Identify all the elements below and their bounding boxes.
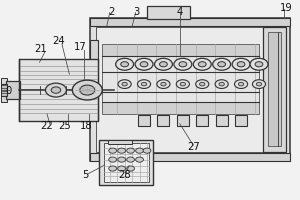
Text: 24: 24: [52, 36, 65, 46]
Circle shape: [137, 80, 151, 88]
Text: 25: 25: [58, 121, 71, 131]
Circle shape: [118, 157, 125, 162]
Circle shape: [237, 62, 245, 67]
Bar: [108, 140, 132, 144]
Circle shape: [161, 82, 166, 86]
Circle shape: [179, 62, 187, 67]
Text: 22: 22: [40, 121, 53, 131]
Bar: [1, 78, 7, 102]
Circle shape: [127, 157, 134, 162]
Bar: [104, 143, 148, 182]
Text: 21: 21: [34, 44, 47, 54]
Circle shape: [121, 62, 128, 67]
Circle shape: [193, 58, 211, 70]
Bar: [6, 81, 20, 99]
Circle shape: [154, 58, 172, 70]
Bar: [177, 115, 189, 126]
Circle shape: [174, 58, 192, 70]
Text: 28: 28: [118, 170, 131, 180]
Text: 5: 5: [82, 170, 89, 180]
Circle shape: [116, 58, 134, 70]
Text: 3: 3: [134, 7, 140, 17]
Circle shape: [215, 80, 228, 88]
Bar: [147, 6, 190, 19]
Text: 19: 19: [280, 3, 292, 13]
Circle shape: [118, 80, 131, 88]
Bar: [263, 27, 286, 152]
Bar: [90, 153, 290, 161]
Circle shape: [160, 62, 167, 67]
Circle shape: [127, 166, 134, 171]
Circle shape: [109, 157, 117, 162]
Circle shape: [255, 62, 263, 67]
Bar: [216, 115, 228, 126]
Circle shape: [122, 82, 127, 86]
Circle shape: [200, 82, 205, 86]
Text: 4: 4: [177, 7, 183, 17]
Circle shape: [232, 58, 250, 70]
Circle shape: [136, 148, 143, 153]
Bar: [99, 140, 153, 185]
Circle shape: [180, 82, 185, 86]
Bar: [138, 115, 150, 126]
Circle shape: [118, 166, 125, 171]
Bar: [90, 98, 98, 120]
Bar: [1, 84, 7, 96]
Bar: [158, 115, 169, 126]
Bar: [268, 32, 281, 146]
Text: 17: 17: [74, 42, 86, 52]
Circle shape: [256, 82, 262, 86]
Text: 2: 2: [108, 7, 114, 17]
Circle shape: [80, 85, 95, 95]
Circle shape: [250, 58, 268, 70]
Circle shape: [127, 148, 134, 153]
Text: 0: 0: [5, 86, 11, 96]
Circle shape: [141, 82, 147, 86]
Circle shape: [196, 80, 209, 88]
Bar: [90, 18, 290, 161]
Circle shape: [135, 58, 153, 70]
Circle shape: [252, 80, 266, 88]
Circle shape: [218, 62, 226, 67]
Circle shape: [143, 148, 151, 153]
Circle shape: [238, 82, 244, 86]
Bar: [96, 27, 284, 152]
Circle shape: [176, 80, 189, 88]
Circle shape: [109, 166, 117, 171]
Bar: [102, 102, 259, 114]
Bar: [19, 59, 98, 121]
Bar: [102, 44, 259, 56]
Circle shape: [140, 62, 148, 67]
Circle shape: [235, 80, 248, 88]
Text: 27: 27: [187, 142, 200, 152]
Bar: [102, 56, 259, 102]
Circle shape: [219, 82, 224, 86]
Circle shape: [157, 80, 170, 88]
Bar: [235, 115, 247, 126]
Circle shape: [198, 62, 206, 67]
Bar: [90, 40, 98, 62]
Bar: [196, 115, 208, 126]
Circle shape: [213, 58, 231, 70]
Text: 18: 18: [80, 121, 92, 131]
Circle shape: [72, 80, 102, 100]
Circle shape: [51, 87, 61, 93]
Circle shape: [46, 83, 66, 97]
Circle shape: [136, 157, 143, 162]
Bar: [90, 18, 290, 26]
Circle shape: [109, 148, 117, 153]
Circle shape: [118, 148, 125, 153]
